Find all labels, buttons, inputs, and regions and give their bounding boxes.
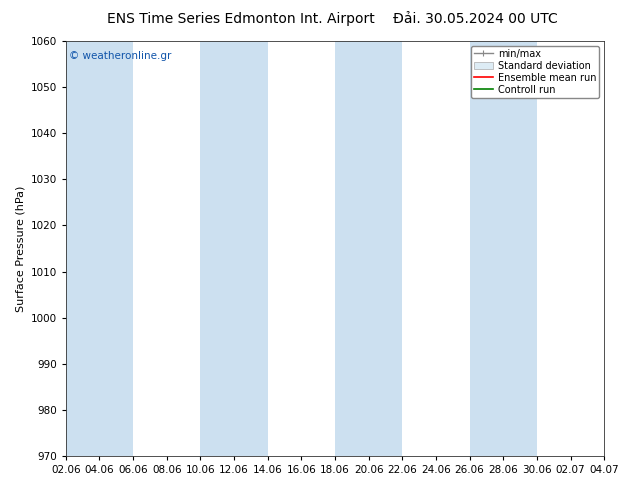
Bar [470, 41, 503, 456]
Legend: min/max, Standard deviation, Ensemble mean run, Controll run: min/max, Standard deviation, Ensemble me… [470, 46, 599, 98]
Bar [66, 41, 100, 456]
Bar [234, 41, 268, 456]
Text: ENS Time Series Edmonton Int. Airport: ENS Time Series Edmonton Int. Airport [107, 12, 375, 26]
Bar [200, 41, 234, 456]
Bar [100, 41, 133, 456]
Bar [368, 41, 403, 456]
Bar [335, 41, 368, 456]
Y-axis label: Surface Pressure (hPa): Surface Pressure (hPa) [15, 185, 25, 312]
Bar [503, 41, 537, 456]
Text: © weatheronline.gr: © weatheronline.gr [68, 51, 171, 61]
Text: Đải. 30.05.2024 00 UTC: Đải. 30.05.2024 00 UTC [393, 12, 558, 26]
